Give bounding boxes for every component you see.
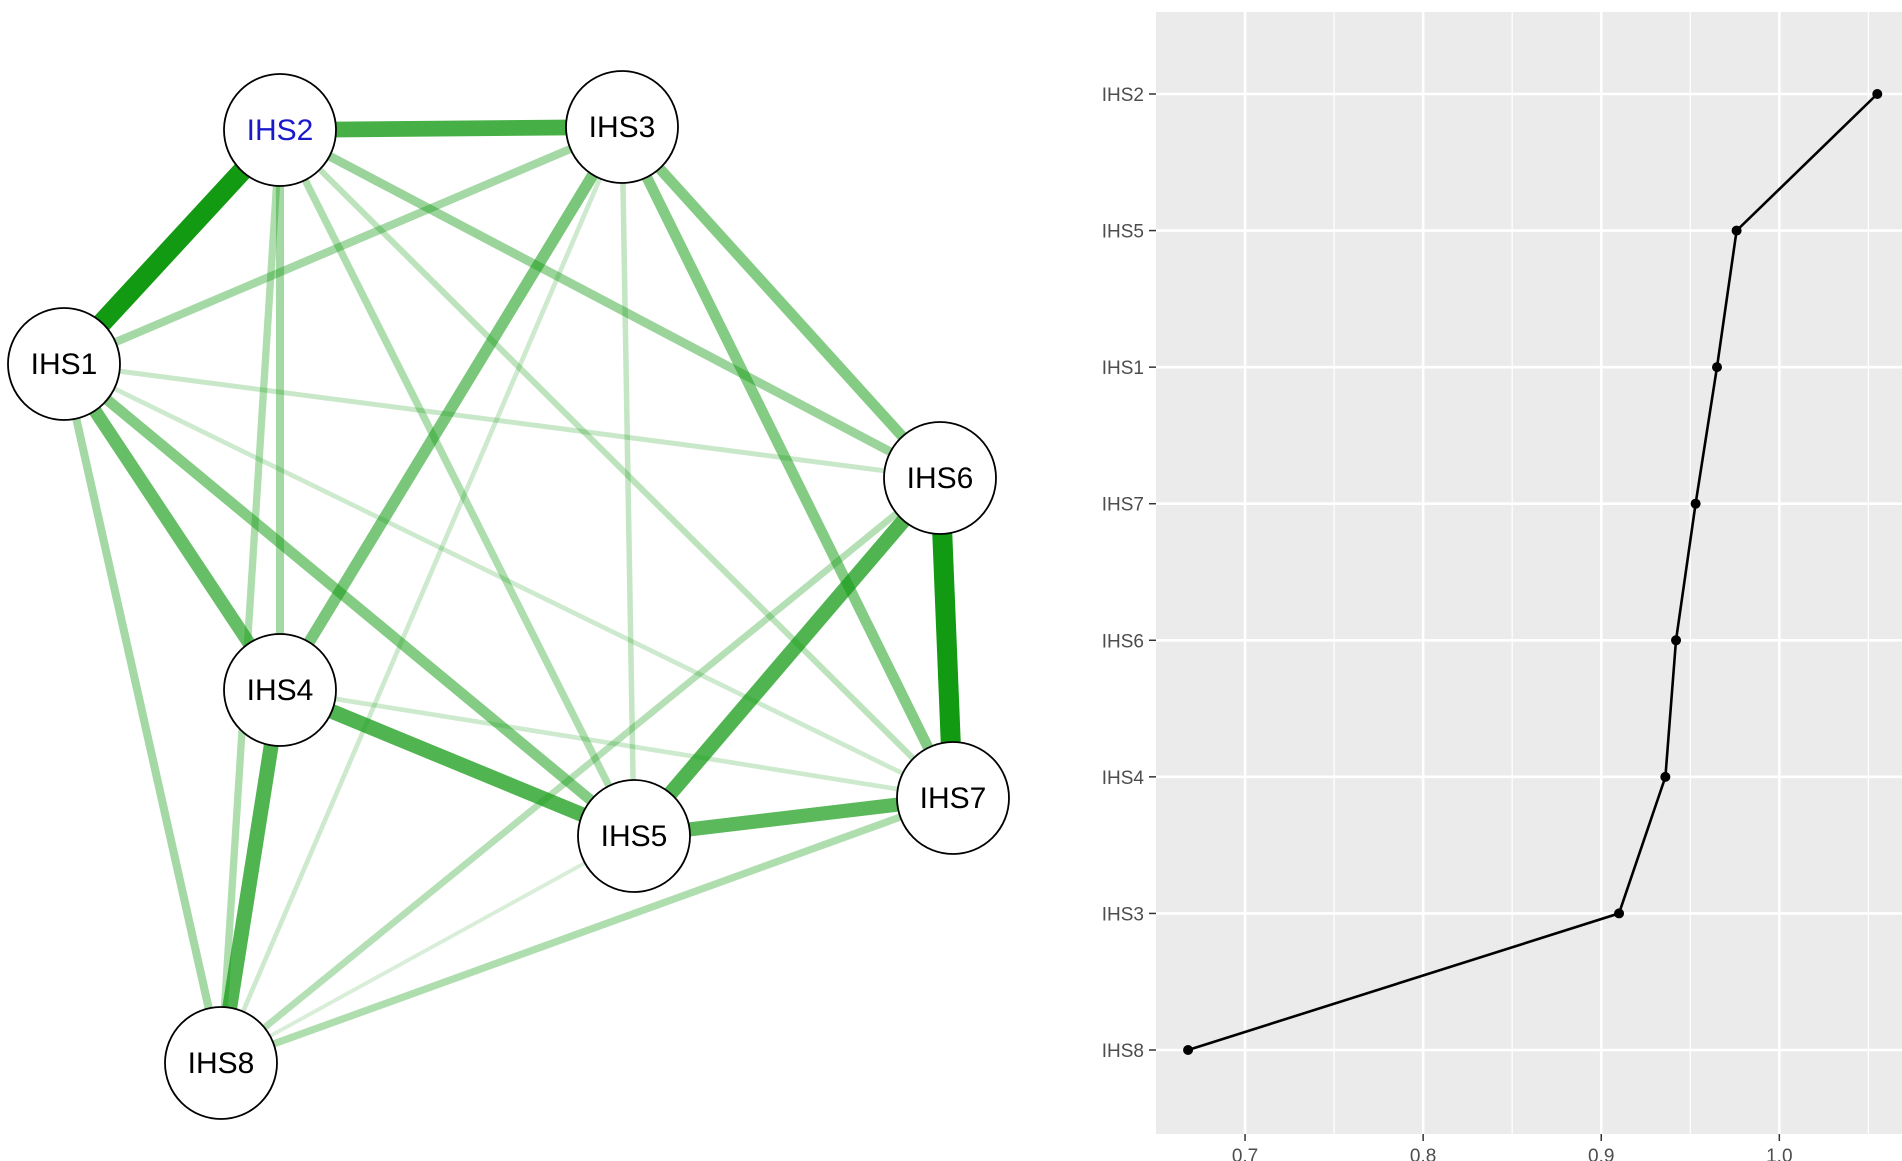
data-point-ihs3 [1614,908,1625,919]
y-tick-label: IHS1 [1102,358,1144,379]
y-axis: IHS2 IHS5 IHS1 IHS7 IHS6 IHS4 IHS3 IHS8 [1102,85,1156,1062]
node-circle [577,779,691,893]
data-point-ihs5 [1731,225,1742,236]
node-circle [223,73,337,187]
data-point-ihs1 [1712,362,1722,373]
edge-ihs4-ihs7 [279,687,954,801]
node-label: IHS6 [907,462,974,495]
y-tick-label: IHS5 [1102,222,1144,243]
edge-ihs2-ihs8 [217,129,284,1064]
node-ihs2: IHS2 [223,73,337,187]
node-ihs3: IHS3 [565,70,679,184]
node-ihs6: IHS6 [883,421,997,535]
y-tick-label: IHS6 [1102,631,1144,652]
edge-ihs2-ihs5 [276,128,638,838]
network-edges [56,119,963,1067]
edge-ihs3-ihs8 [218,126,625,1064]
node-label: IHS7 [920,782,987,815]
plot-panel [1156,12,1902,1134]
network-graph: IHS1 IHS2 IHS3 IHS4 IHS5 IHS6 IHS7 IHS8 [7,70,1010,1120]
data-point-ihs2 [1872,89,1883,99]
x-tick-label: 0.9 [1588,1146,1614,1161]
y-tick-label: IHS8 [1102,1041,1144,1062]
edge-ihs6-ihs8 [218,475,943,1066]
edge-ihs1-ihs4 [58,360,286,694]
edge-ihs3-ihs4 [275,124,627,693]
data-point-ihs6 [1671,635,1682,646]
node-ihs1: IHS1 [7,307,121,421]
edge-ihs5-ihs6 [628,473,946,841]
edge-ihs3-ihs6 [618,123,944,482]
node-circle [164,1006,278,1120]
edge-ihs4-ihs5 [277,683,637,843]
edge-ihs7-ihs8 [219,794,955,1067]
node-circle [7,307,121,421]
node-label: IHS8 [188,1047,255,1080]
x-tick-label: 1.0 [1766,1146,1792,1161]
node-ihs5: IHS5 [577,779,691,893]
edge-ihs5-ihs8 [220,834,635,1065]
y-tick-label: IHS2 [1102,85,1144,106]
data-point-ihs4 [1660,771,1671,782]
node-label: IHS5 [601,820,668,853]
edge-ihs1-ihs5 [60,359,638,841]
node-circle [223,633,337,747]
y-tick-label: IHS3 [1102,904,1144,925]
node-label: IHS1 [31,348,98,381]
node-label: IHS3 [589,111,656,144]
data-point-ihs8 [1183,1045,1194,1055]
node-circle [883,421,997,535]
node-ihs7: IHS7 [896,741,1010,855]
data-points [1183,89,1883,1055]
x-tick-label: 0.8 [1410,1146,1436,1161]
grid-lines [1156,12,1902,1134]
edge-ihs4-ihs8 [213,688,288,1065]
edge-ihs1-ihs6 [63,361,941,481]
edge-ihs1-ihs3 [62,123,624,368]
node-ihs4: IHS4 [223,633,337,747]
series-line [1187,93,1879,1052]
y-tick-label: IHS7 [1102,495,1144,516]
edge-ihs3-ihs5 [619,126,637,837]
edge-ihs2-ihs3 [279,119,623,138]
edge-ihs2-ihs6 [277,126,943,482]
node-circle [896,741,1010,855]
data-point-ihs7 [1690,498,1701,509]
edge-ihs3-ihs7 [617,124,958,801]
x-axis: 0.7 0.8 0.9 1.0 [1232,1134,1793,1161]
edge-ihs1-ihs7 [62,361,955,801]
node-circle [565,70,679,184]
node-label: IHS4 [247,674,314,707]
edge-ihs1-ihs8 [60,363,225,1064]
edge-ihs2-ihs7 [277,127,956,801]
node-ihs8: IHS8 [164,1006,278,1120]
node-label: IHS2 [247,114,314,147]
y-tick-label: IHS4 [1102,768,1145,789]
network-nodes: IHS1 IHS2 IHS3 IHS4 IHS5 IHS6 IHS7 IHS8 [7,70,1010,1120]
x-tick-label: 0.7 [1232,1146,1258,1161]
